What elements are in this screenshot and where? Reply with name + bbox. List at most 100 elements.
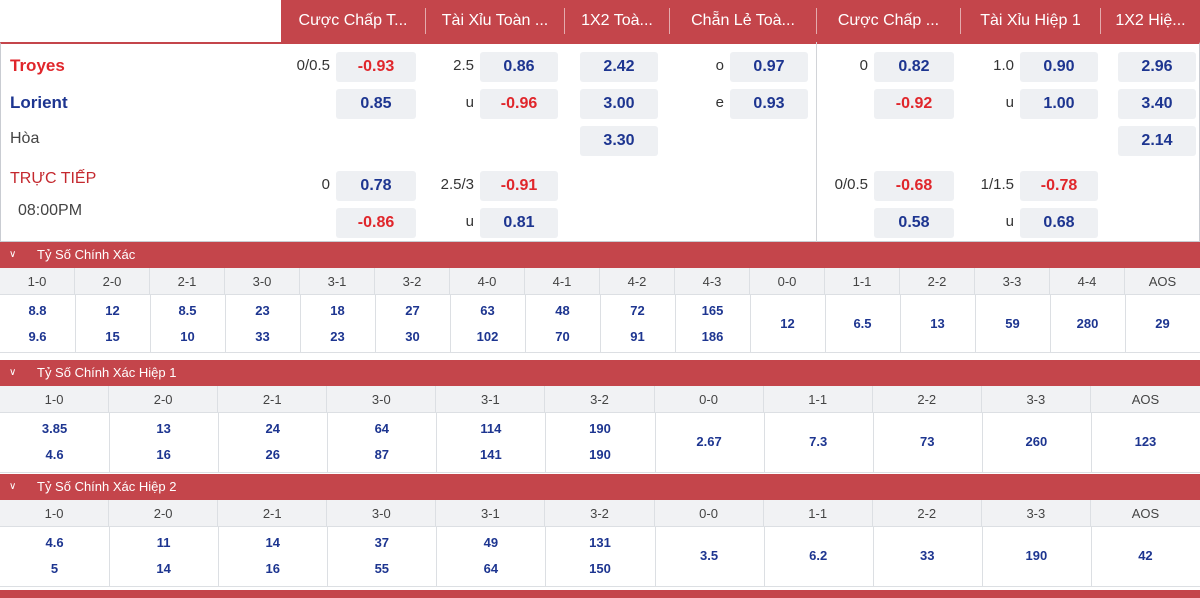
alt-ou1-under-odds[interactable]: 0.68: [1020, 208, 1098, 238]
score-odds-away[interactable]: 87: [374, 447, 390, 462]
score-label: 3-1: [436, 386, 546, 413]
score-odds[interactable]: 7.3: [809, 434, 828, 449]
alt-hdp-away-odds[interactable]: -0.86: [336, 208, 416, 238]
alt-ou1-over-odds[interactable]: -0.78: [1020, 171, 1098, 201]
score-odds[interactable]: 12: [780, 316, 795, 331]
score-odds-away[interactable]: 30: [405, 329, 420, 344]
score-odds-home[interactable]: 23: [255, 303, 270, 318]
score-odds-away[interactable]: 64: [483, 561, 499, 576]
x12-away-odds[interactable]: 3.00: [580, 89, 658, 119]
score-odds-away[interactable]: 23: [330, 329, 345, 344]
score-label: 1-1: [825, 268, 900, 295]
score-odds-home[interactable]: 12: [105, 303, 120, 318]
score-odds-away[interactable]: 5: [50, 561, 59, 576]
x12-draw-odds[interactable]: 3.30: [580, 126, 658, 156]
x12h1-home-odds[interactable]: 2.96: [1118, 52, 1196, 82]
score-label: 4-1: [525, 268, 600, 295]
score-odds-away[interactable]: 141: [480, 447, 502, 462]
ou-over-odds[interactable]: 0.86: [480, 52, 558, 82]
alt-hdp-home-odds[interactable]: 0.78: [336, 171, 416, 201]
score-odds-away[interactable]: 186: [701, 329, 724, 344]
score-odds-away[interactable]: 55: [374, 561, 390, 576]
score-odds-home[interactable]: 72: [630, 303, 645, 318]
score-odds-home[interactable]: 49: [483, 535, 499, 550]
alt-hdp1-away-odds[interactable]: 0.58: [874, 208, 954, 238]
ou1-under-odds[interactable]: 1.00: [1020, 89, 1098, 119]
hdp-away-odds[interactable]: 0.85: [336, 89, 416, 119]
score-odds[interactable]: 260: [1025, 434, 1048, 449]
score-odds[interactable]: 6.2: [809, 548, 828, 563]
score-odds-away[interactable]: 16: [265, 561, 280, 576]
col-header-1x2-h1[interactable]: 1X2 Hiệ...: [1115, 12, 1186, 29]
score-odds[interactable]: 73: [920, 434, 935, 449]
score-odds-home[interactable]: 13: [156, 421, 171, 436]
score-odds-home[interactable]: 37: [374, 535, 390, 550]
correct-score-toggle-bar[interactable]: ∨ Tỷ Số Chính Xác: [0, 242, 1200, 268]
score-odds[interactable]: 190: [1025, 548, 1048, 563]
oe-odd-odds[interactable]: 0.97: [730, 52, 808, 82]
score-odds-away[interactable]: 91: [630, 329, 645, 344]
score-odds-home[interactable]: 8.8: [28, 303, 47, 318]
x12-home-odds[interactable]: 2.42: [580, 52, 658, 82]
col-header-handicap-h1[interactable]: Cược Chấp ...: [837, 12, 940, 29]
alt-hdp1-home-odds[interactable]: -0.68: [874, 171, 954, 201]
col-header-over-under-full[interactable]: Tài Xỉu Toàn ...: [441, 12, 549, 29]
score-odds[interactable]: 280: [1076, 316, 1099, 331]
score-odds-away[interactable]: 33: [255, 329, 270, 344]
score-odds-away[interactable]: 9.6: [28, 329, 47, 344]
oe-even-odds[interactable]: 0.93: [730, 89, 808, 119]
x12h1-draw-odds[interactable]: 2.14: [1118, 126, 1196, 156]
col-header-1x2-full[interactable]: 1X2 Toà...: [581, 12, 653, 29]
col-header-over-under-h1[interactable]: Tài Xỉu Hiệp 1: [980, 12, 1081, 29]
ou1-over-odds[interactable]: 0.90: [1020, 52, 1098, 82]
hdp1-away-odds[interactable]: -0.92: [874, 89, 954, 119]
score-odds[interactable]: 29: [1155, 316, 1170, 331]
score-odds-away[interactable]: 10: [180, 329, 195, 344]
x12h1-away-odds[interactable]: 3.40: [1118, 89, 1196, 119]
score-odds-home[interactable]: 8.5: [178, 303, 197, 318]
alt-ou-under-odds[interactable]: 0.81: [480, 208, 558, 238]
score-odds-home[interactable]: 131: [589, 535, 611, 550]
score-odds-home[interactable]: 14: [265, 535, 280, 550]
score-odds[interactable]: 123: [1134, 434, 1157, 449]
score-odds-home[interactable]: 11: [156, 535, 171, 550]
ou-under-odds[interactable]: -0.96: [480, 89, 558, 119]
score-odds-home[interactable]: 63: [480, 303, 495, 318]
score-odds-home[interactable]: 24: [265, 421, 280, 436]
score-odds-home[interactable]: 165: [701, 303, 724, 318]
score-odds-home[interactable]: 190: [589, 421, 611, 436]
col-header-odd-even-full[interactable]: Chẵn Lẻ Toà...: [691, 12, 795, 29]
score-odds-home[interactable]: 4.6: [45, 535, 64, 550]
col-header-handicap-full[interactable]: Cược Chấp T...: [298, 12, 408, 29]
score-odds-home[interactable]: 3.85: [41, 421, 68, 436]
correct-score-h1-toggle-bar[interactable]: ∨ Tỷ Số Chính Xác Hiệp 1: [0, 360, 1200, 386]
score-odds-home[interactable]: 48: [555, 303, 570, 318]
hdp1-home-odds[interactable]: 0.82: [874, 52, 954, 82]
score-odds-home[interactable]: 27: [405, 303, 420, 318]
alt-ou-over-odds[interactable]: -0.91: [480, 171, 558, 201]
score-odds-away[interactable]: 190: [589, 447, 611, 462]
correct-score-h2-toggle-bar[interactable]: ∨ Tỷ Số Chính Xác Hiệp 2: [0, 474, 1200, 500]
score-odds-away[interactable]: 14: [156, 561, 171, 576]
score-label: 2-0: [109, 500, 219, 527]
score-odds-home[interactable]: 64: [374, 421, 390, 436]
score-odds-home[interactable]: 114: [480, 421, 502, 436]
score-odds[interactable]: 13: [930, 316, 945, 331]
score-odds-away[interactable]: 70: [555, 329, 570, 344]
score-odds-away[interactable]: 150: [589, 561, 611, 576]
score-odds[interactable]: 3.5: [700, 548, 719, 563]
score-odds[interactable]: 2.67: [696, 434, 722, 449]
header-bar: [281, 0, 1200, 42]
score-odds-home[interactable]: 18: [330, 303, 345, 318]
score-odds-away[interactable]: 16: [156, 447, 171, 462]
score-odds[interactable]: 33: [920, 548, 935, 563]
hdp-home-odds[interactable]: -0.93: [336, 52, 416, 82]
score-odds-away[interactable]: 102: [476, 329, 499, 344]
alt-hdp-line: 0: [321, 176, 330, 193]
score-odds[interactable]: 59: [1005, 316, 1020, 331]
score-odds[interactable]: 6.5: [853, 316, 872, 331]
score-odds-away[interactable]: 26: [265, 447, 280, 462]
score-odds-away[interactable]: 15: [105, 329, 120, 344]
score-odds[interactable]: 42: [1138, 548, 1153, 563]
score-odds-away[interactable]: 4.6: [45, 447, 64, 462]
